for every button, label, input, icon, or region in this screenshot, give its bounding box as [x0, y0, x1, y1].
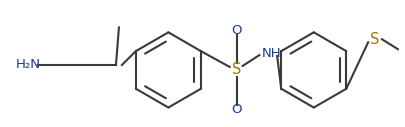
Text: S: S — [369, 32, 379, 47]
Text: O: O — [231, 103, 241, 116]
Text: NH: NH — [261, 47, 280, 60]
Text: S: S — [231, 62, 241, 77]
Text: H₂N: H₂N — [16, 59, 41, 72]
Text: O: O — [231, 24, 241, 37]
